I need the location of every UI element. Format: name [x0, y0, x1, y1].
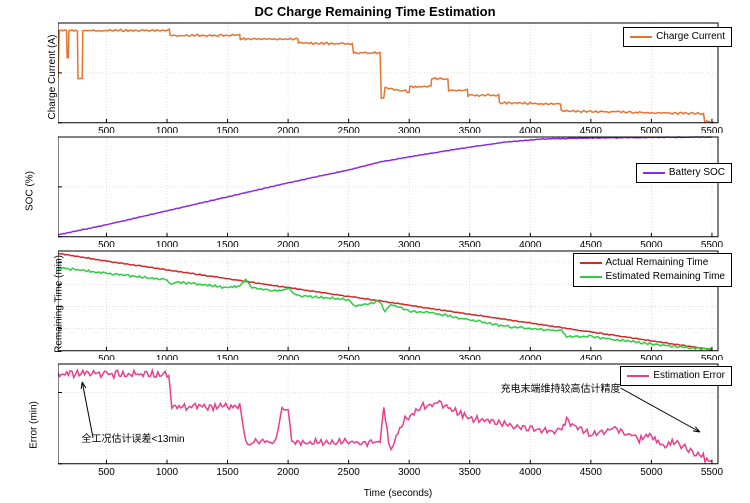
- svg-text:500: 500: [98, 353, 115, 360]
- svg-text:500: 500: [98, 240, 115, 247]
- svg-text:1500: 1500: [216, 467, 239, 478]
- svg-text:5000: 5000: [640, 240, 663, 247]
- svg-text:1500: 1500: [216, 353, 239, 360]
- legend-swatch: [580, 276, 602, 278]
- svg-text:4500: 4500: [580, 467, 603, 478]
- svg-text:5500: 5500: [701, 240, 724, 247]
- svg-text:2000: 2000: [277, 240, 300, 247]
- svg-text:5000: 5000: [640, 467, 663, 478]
- legend-item: Estimated Remaining Time: [580, 270, 726, 284]
- svg-text:5500: 5500: [701, 126, 724, 133]
- panel-error: Error (min)Estimation Error0105001000150…: [58, 362, 738, 488]
- svg-text:3500: 3500: [459, 240, 482, 247]
- svg-text:2000: 2000: [277, 467, 300, 478]
- legend-item: Actual Remaining Time: [580, 256, 726, 270]
- svg-text:1000: 1000: [156, 353, 179, 360]
- svg-text:5000: 5000: [640, 126, 663, 133]
- svg-text:5000: 5000: [640, 353, 663, 360]
- svg-text:1500: 1500: [216, 126, 239, 133]
- svg-text:4000: 4000: [519, 353, 542, 360]
- annotation-text: 充电末端维持较高估计精度: [501, 382, 621, 395]
- legend-swatch: [643, 172, 665, 174]
- svg-text:3000: 3000: [398, 353, 421, 360]
- panel-remaining: Remaining Time (min)Actual Remaining Tim…: [58, 249, 738, 361]
- panel-soc: SOC (%)Battery SOC0501005001000150020002…: [58, 135, 738, 247]
- legend-swatch: [627, 375, 649, 377]
- ylabel-current: Charge Current (A): [47, 34, 58, 119]
- svg-text:4500: 4500: [580, 353, 603, 360]
- plot-soc: 0501005001000150020002500300035004000450…: [58, 135, 738, 247]
- svg-text:4500: 4500: [580, 240, 603, 247]
- svg-text:500: 500: [98, 126, 115, 133]
- svg-text:3000: 3000: [398, 240, 421, 247]
- svg-text:4000: 4000: [519, 467, 542, 478]
- svg-text:3000: 3000: [398, 467, 421, 478]
- svg-text:3500: 3500: [459, 467, 482, 478]
- svg-text:500: 500: [98, 467, 115, 478]
- legend-swatch: [580, 262, 602, 264]
- legend-soc: Battery SOC: [636, 163, 732, 183]
- svg-text:3500: 3500: [459, 353, 482, 360]
- panels-container: Charge Current (A)Charge Current01002005…: [0, 21, 750, 502]
- legend-label: Estimation Error: [653, 369, 725, 383]
- legend-current: Charge Current: [623, 27, 732, 47]
- legend-label: Charge Current: [656, 30, 725, 44]
- ylabel-soc: SOC (%): [25, 171, 36, 211]
- series-line: [58, 29, 714, 123]
- svg-text:4000: 4000: [519, 240, 542, 247]
- svg-text:4000: 4000: [519, 126, 542, 133]
- svg-text:5500: 5500: [701, 353, 724, 360]
- panel-current: Charge Current (A)Charge Current01002005…: [58, 21, 738, 133]
- ylabel-error: Error (min): [28, 401, 39, 449]
- svg-text:1000: 1000: [156, 467, 179, 478]
- svg-text:5500: 5500: [701, 467, 724, 478]
- legend-label: Actual Remaining Time: [606, 256, 709, 270]
- legend-item: Estimation Error: [627, 369, 725, 383]
- legend-item: Charge Current: [630, 30, 725, 44]
- svg-text:2500: 2500: [338, 353, 361, 360]
- svg-text:1000: 1000: [156, 126, 179, 133]
- legend-label: Battery SOC: [669, 166, 725, 180]
- legend-item: Battery SOC: [643, 166, 725, 180]
- svg-text:2500: 2500: [338, 240, 361, 247]
- svg-text:2000: 2000: [277, 126, 300, 133]
- legend-swatch: [630, 36, 652, 38]
- legend-remaining: Actual Remaining TimeEstimated Remaining…: [573, 253, 733, 287]
- svg-text:3500: 3500: [459, 126, 482, 133]
- svg-text:1000: 1000: [156, 240, 179, 247]
- svg-text:2500: 2500: [338, 126, 361, 133]
- xaxis-label: Time (seconds): [58, 488, 738, 499]
- legend-label: Estimated Remaining Time: [606, 270, 726, 284]
- svg-text:2500: 2500: [338, 467, 361, 478]
- svg-text:3000: 3000: [398, 126, 421, 133]
- chart-title: DC Charge Remaining Time Estimation: [0, 0, 750, 21]
- svg-text:2000: 2000: [277, 353, 300, 360]
- annotation-text: 全工况估计误差<13min: [82, 432, 185, 445]
- legend-error: Estimation Error: [620, 366, 732, 386]
- svg-text:4500: 4500: [580, 126, 603, 133]
- series-line: [58, 137, 712, 235]
- ylabel-remaining: Remaining Time (min): [53, 255, 64, 353]
- svg-text:1500: 1500: [216, 240, 239, 247]
